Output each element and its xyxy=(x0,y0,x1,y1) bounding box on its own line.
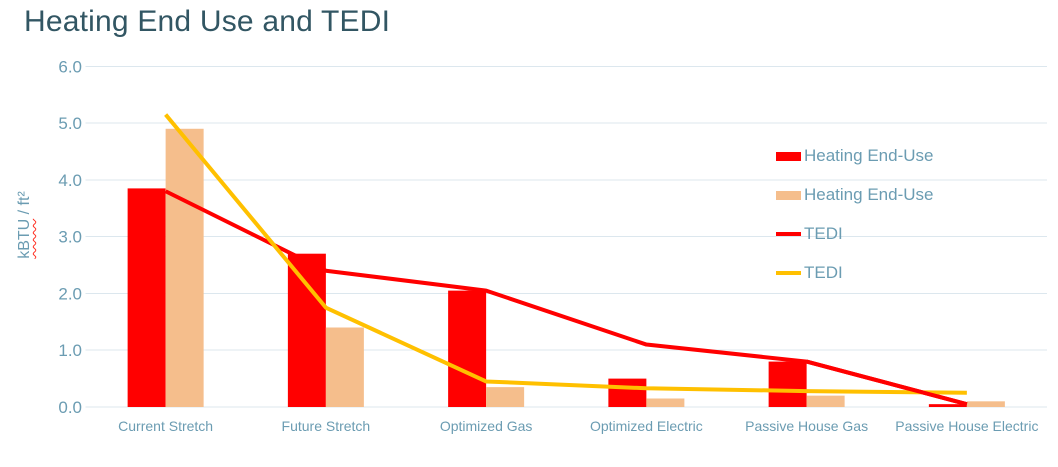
bar-heating-tan-optimized-electric xyxy=(646,398,685,407)
bar-heating-tan-passive-house-electric xyxy=(966,401,1005,407)
x-label-optimized-electric: Optimized Electric xyxy=(590,418,703,434)
legend-label-heating-red: Heating End-Use xyxy=(804,146,934,165)
legend-swatch-tedi-red-line-icon xyxy=(776,232,801,236)
legend-item-heating-tan: Heating End-Use xyxy=(776,185,934,204)
legend-swatch-heating-red-bar-icon xyxy=(776,151,801,161)
y-tick-label-4.0: 4.0 xyxy=(58,171,82,190)
bar-heating-red-optimized-electric xyxy=(608,378,647,407)
bar-heating-red-passive-house-electric xyxy=(928,404,967,407)
legend-swatch-heating-tan-bar-icon xyxy=(776,190,801,200)
legend-label-heating-tan: Heating End-Use xyxy=(804,185,934,204)
y-tick-label-3.0: 3.0 xyxy=(58,228,82,247)
legend-item-tedi-red: TEDI xyxy=(776,224,933,243)
y-tick-label-5.0: 5.0 xyxy=(58,114,82,133)
y-tick-label-1.0: 1.0 xyxy=(58,341,82,360)
x-label-passive-house-electric: Passive House Electric xyxy=(895,418,1038,434)
y-tick-label-6.0: 6.0 xyxy=(58,57,82,76)
legend-label-tedi-yellow: TEDI xyxy=(804,263,843,282)
chart-title: Heating End Use and TEDI xyxy=(24,5,391,38)
x-label-current-stretch: Current Stretch xyxy=(118,418,213,434)
bar-heating-tan-passive-house-gas xyxy=(806,395,845,407)
x-label-passive-house-gas: Passive House Gas xyxy=(745,418,868,434)
y-tick-label-2.0: 2.0 xyxy=(58,284,82,303)
line-tedi-red-overlay xyxy=(806,359,968,407)
bar-heating-red-current-stretch xyxy=(127,188,166,407)
legend-item-tedi-yellow: TEDI xyxy=(776,263,933,282)
legend-label-tedi-red: TEDI xyxy=(804,224,843,243)
legend-item-heating-red: Heating End-Use xyxy=(776,146,934,165)
legend: Heating End-Use Heating End-Use TEDI TEDI xyxy=(776,146,934,282)
x-label-optimized-gas: Optimized Gas xyxy=(440,418,533,434)
bar-heating-red-optimized-gas xyxy=(448,290,487,407)
bar-heating-red-passive-house-gas xyxy=(768,361,807,407)
line-tedi-yellow xyxy=(164,113,967,395)
bar-heating-tan-optimized-gas xyxy=(486,387,525,407)
bar-heating-tan-future-stretch xyxy=(325,327,364,407)
x-label-future-stretch: Future Stretch xyxy=(282,418,371,434)
bar-heating-tan-current-stretch xyxy=(165,128,204,407)
legend-swatch-tedi-yellow-line-icon xyxy=(776,271,801,275)
y-tick-label-0.0: 0.0 xyxy=(58,398,82,417)
bar-heating-red-future-stretch xyxy=(287,253,326,407)
